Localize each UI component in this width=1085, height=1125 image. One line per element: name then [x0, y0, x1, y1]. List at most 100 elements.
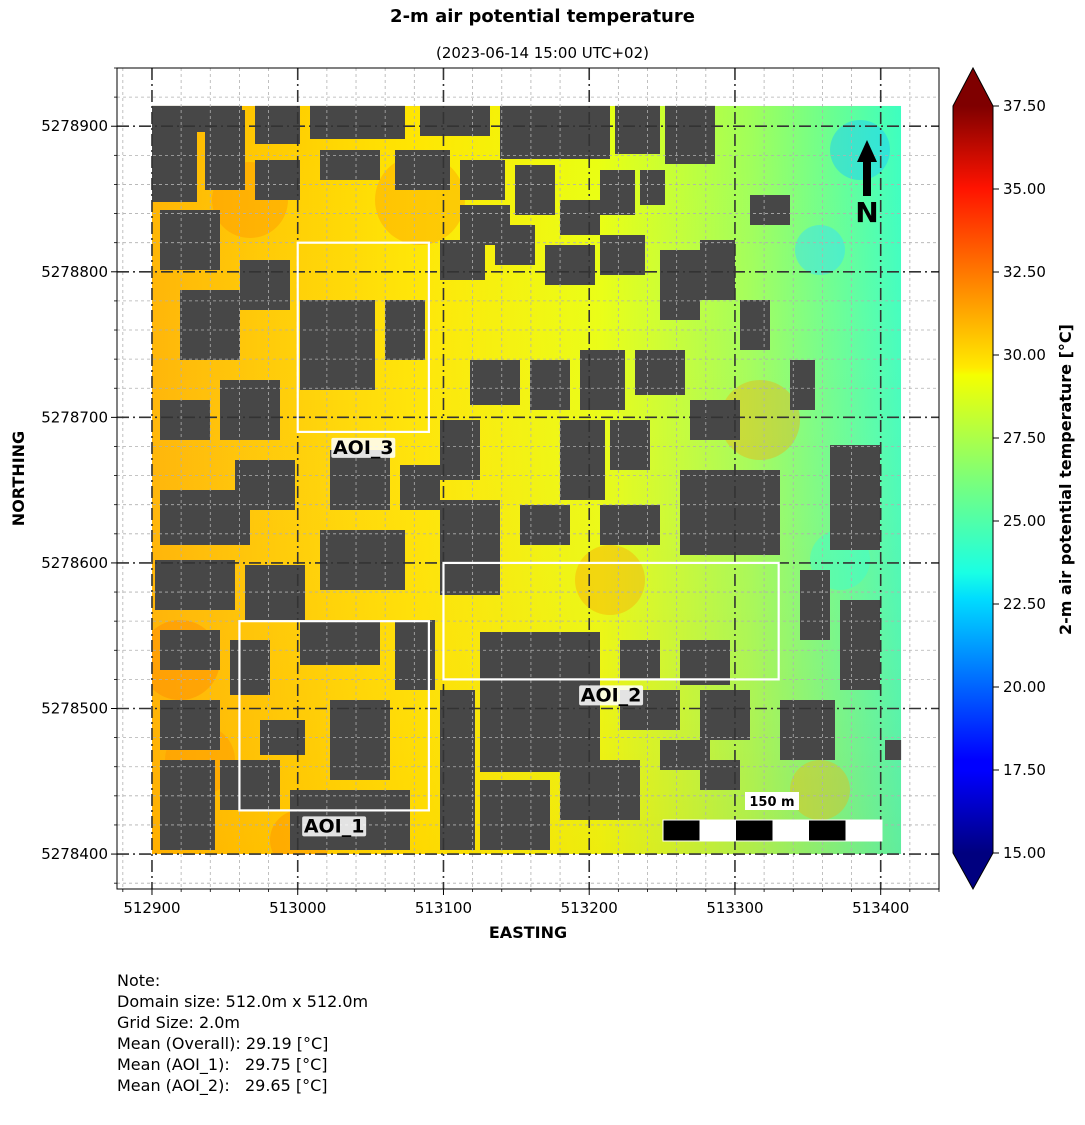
scale-bar-segment-4 [809, 820, 846, 841]
building-70 [480, 780, 550, 850]
x-tick-label-5: 513400 [852, 899, 909, 917]
colorbar-tick-label-8: 35.00 [1003, 180, 1046, 198]
building-51 [155, 560, 235, 610]
building-11 [640, 170, 665, 205]
colorbar-tick-label-2: 20.00 [1003, 678, 1046, 696]
building-53 [320, 530, 405, 590]
colorbar-tick-label-5: 27.50 [1003, 429, 1046, 447]
y-tick-label-1: 5278500 [41, 699, 108, 717]
building-20 [240, 260, 290, 310]
colorbar-tick-label-1: 17.50 [1003, 761, 1046, 779]
building-75 [780, 700, 835, 760]
building-60 [680, 640, 730, 685]
building-63 [160, 700, 220, 750]
y-tick-label-5: 5278900 [41, 117, 108, 135]
building-30 [790, 360, 815, 410]
building-59 [620, 640, 660, 680]
aoi-label-aoi-3: AOI_3 [333, 437, 394, 459]
building-27 [660, 250, 700, 320]
building-44 [610, 420, 650, 470]
building-64 [160, 760, 215, 850]
building-29 [750, 195, 790, 225]
building-26 [600, 235, 645, 275]
colorbar-gradient [953, 106, 993, 853]
building-56 [300, 620, 380, 665]
colorbar-tick-label-0: 15.00 [1003, 844, 1046, 862]
x-tick-label-3: 513200 [561, 899, 618, 917]
building-32 [220, 380, 280, 440]
building-17 [515, 165, 555, 215]
aoi-label-bg [302, 816, 367, 837]
building-41 [580, 350, 625, 410]
aoi-box-aoi-3 [296, 241, 430, 434]
building-65 [220, 760, 280, 810]
chart-title: 2-m air potential temperature [390, 6, 695, 27]
building-3 [205, 110, 245, 190]
building-45 [690, 400, 740, 440]
building-43 [560, 420, 605, 500]
building-19 [180, 290, 240, 360]
cool-spot-1 [795, 225, 845, 275]
building-13 [255, 160, 300, 200]
building-38 [440, 420, 480, 480]
building-76 [885, 740, 902, 760]
aoi-label-aoi-1: AOI_1 [304, 815, 365, 837]
colorbar-tick-label-7: 32.50 [1003, 263, 1046, 281]
note-line-mean-aoi1: Mean (AOI_1): 29.75 [°C] [117, 1055, 328, 1074]
building-9 [665, 105, 715, 164]
north-arrow-icon [857, 140, 877, 162]
y-tick-label-0: 5278400 [41, 845, 108, 863]
scale-bar-label: 150 m [749, 795, 794, 810]
note-line-mean-aoi2: Mean (AOI_2): 29.65 [°C] [117, 1076, 328, 1095]
aoi-label-bg [579, 685, 644, 706]
building-24 [495, 225, 535, 265]
building-21 [300, 300, 375, 390]
colorbar-tick-label-4: 25.00 [1003, 512, 1046, 530]
colorbar-extend-max [953, 68, 993, 106]
building-4 [255, 105, 300, 144]
scale-bar-label-bg [745, 792, 799, 810]
scale-bar-segment-3 [772, 820, 809, 841]
building-55 [230, 640, 270, 695]
x-tick-label-0: 512900 [123, 899, 180, 917]
building-25 [545, 245, 595, 285]
building-15 [395, 150, 450, 190]
building-14 [320, 150, 380, 180]
building-48 [600, 505, 660, 545]
aoi-box-aoi-2 [442, 561, 780, 681]
x-tick-label-1: 513000 [269, 899, 326, 917]
note-heading: Note: [117, 971, 161, 990]
colorbar-label: 2-m air potential temperature [°C] [1056, 324, 1075, 635]
north-arrow-shaft [863, 160, 871, 196]
note-line-mean-overall: Mean (Overall): 29.19 [°C] [117, 1034, 329, 1053]
note-line-domain: Domain size: 512.0m x 512.0m [117, 992, 369, 1011]
x-tick-label-2: 513100 [415, 899, 472, 917]
building-2 [160, 210, 220, 270]
building-10 [600, 170, 635, 215]
building-37 [400, 465, 440, 510]
building-49 [680, 470, 780, 555]
building-67 [330, 700, 390, 780]
scale-bar-segment-5 [845, 820, 882, 841]
building-78 [800, 570, 830, 640]
building-7 [500, 105, 610, 159]
y-tick-label-4: 5278800 [41, 263, 108, 281]
building-71 [560, 720, 600, 820]
building-16 [460, 160, 505, 200]
building-5 [310, 105, 405, 139]
building-39 [470, 360, 520, 405]
aoi-box-aoi-1 [238, 620, 430, 812]
building-52 [245, 565, 305, 620]
building-50 [830, 445, 880, 550]
y-tick-label-3: 5278700 [41, 408, 108, 426]
cool-spot-0 [830, 120, 890, 180]
chart-subtitle: (2023-06-14 15:00 UTC+02) [435, 44, 650, 62]
note-line-grid: Grid Size: 2.0m [117, 1013, 241, 1032]
building-40 [530, 360, 570, 410]
colorbar-extend-min [953, 853, 993, 889]
building-28 [700, 240, 735, 300]
warm-spot-7 [790, 760, 850, 820]
building-23 [440, 240, 485, 280]
x-tick-label-4: 513300 [706, 899, 763, 917]
north-label: N [855, 196, 878, 229]
